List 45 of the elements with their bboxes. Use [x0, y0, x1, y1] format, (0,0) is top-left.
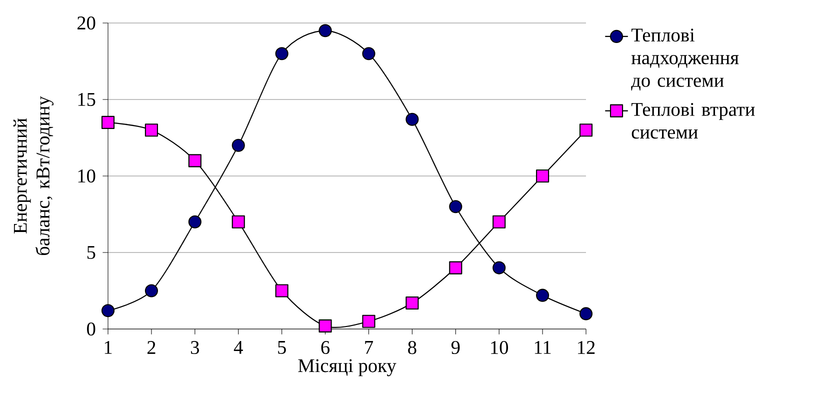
x-tick-label: 8 [408, 341, 416, 354]
point [144, 284, 158, 298]
point [362, 47, 376, 60]
point [188, 154, 202, 168]
y-tick-label: 5 [87, 246, 96, 259]
y-tick-label: 20 [77, 16, 96, 30]
y-tick-label: 15 [78, 93, 96, 106]
point [492, 215, 506, 228]
point [101, 304, 115, 318]
x-tick-label: 9 [451, 341, 460, 354]
point [101, 116, 115, 129]
x-tick-label: 5 [278, 341, 286, 354]
x-tick-label: 11 [534, 341, 551, 354]
point [232, 138, 245, 152]
point [144, 124, 158, 137]
point [449, 261, 462, 274]
point [318, 24, 332, 38]
point [188, 215, 202, 228]
y-tick-label: 10 [78, 169, 96, 183]
point [362, 314, 376, 328]
point [406, 112, 419, 126]
point [579, 124, 593, 137]
x-axis-title: Місяці року [298, 359, 396, 376]
y-tick-label: 0 [87, 322, 96, 336]
point [492, 261, 506, 274]
point [232, 215, 245, 228]
x-tick-label: 10 [491, 341, 508, 354]
point [318, 319, 332, 332]
point [579, 307, 593, 320]
x-tick-label: 4 [234, 341, 243, 354]
point [536, 169, 550, 183]
point [536, 288, 550, 302]
x-tick-label: 1 [104, 341, 112, 354]
legend-label: Теплові надходження до системи [631, 28, 739, 90]
x-tick-label: 12 [578, 341, 595, 354]
point [449, 200, 462, 214]
x-tick-label: 6 [321, 341, 330, 354]
point [275, 284, 288, 298]
legend-label: Теплові втрати системи [631, 102, 755, 139]
point [275, 47, 288, 60]
x-tick-label: 3 [191, 341, 199, 354]
y-axis-title: Енергетичний баланс, кВт/годину [13, 96, 54, 256]
x-tick-label: 2 [147, 341, 156, 354]
x-tick-label: 7 [365, 341, 374, 354]
point [406, 296, 419, 310]
